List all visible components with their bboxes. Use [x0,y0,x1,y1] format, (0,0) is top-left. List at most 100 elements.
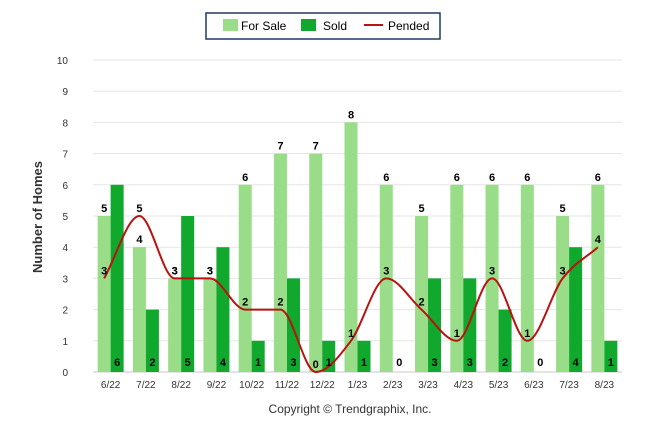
x-tick-label-7-23: 7/23 [559,380,579,391]
bar-for-sale-8-23 [591,184,605,372]
label-pended-5-23: 3 [489,265,495,277]
y-tick-label-8: 8 [62,118,68,129]
label-for-sale-4-23: 6 [454,172,460,184]
bar-for-sale-8-22 [168,278,182,372]
copyright-credit: Copyright © Trendgraphix, Inc. [269,402,432,416]
label-pended-6-23: 1 [524,328,530,340]
bar-for-sale-7-22 [132,247,146,372]
x-tick-label-3-23: 3/23 [418,380,438,391]
y-tick-label-1: 1 [62,337,68,348]
bar-sold-7-22 [145,309,159,372]
legend-label-pended: Pended [388,19,429,33]
y-tick-label-5: 5 [62,212,68,223]
bar-sold-8-23 [604,340,618,372]
x-tick-label-4-23: 4/23 [454,380,474,391]
label-pended-12-22: 0 [313,359,319,371]
x-tick-label-8-22: 8/22 [171,380,191,391]
bar-sold-7-23 [569,247,583,372]
bar-for-sale-4-23 [450,184,464,372]
label-pended-4-23: 1 [454,328,460,340]
y-tick-label-9: 9 [62,87,68,98]
label-for-sale-6-23: 6 [524,172,530,184]
label-for-sale-3-23: 5 [418,203,424,215]
y-tick-label-0: 0 [62,368,68,379]
label-for-sale-7-22: 4 [136,234,143,246]
x-tick-label-7-22: 7/22 [136,380,156,391]
label-for-sale-10-22: 6 [242,172,248,184]
label-sold-8-22: 5 [185,357,191,369]
x-tick-label-6-22: 6/22 [101,380,121,391]
label-pended-6-22: 3 [101,265,107,277]
label-for-sale-6-22: 5 [101,203,107,215]
x-axis: 6/22 7/22 8/22 9/22 10/22 11/22 12/22 1/23 2/23 3… [101,380,615,391]
bar-sold-9-22 [216,247,230,372]
legend-box [205,12,441,40]
bar-sold-4-23 [463,278,477,372]
legend-label-for-sale: For Sale [241,19,287,33]
y-tick-label-4: 4 [62,243,68,254]
x-tick-label-10-22: 10/22 [239,380,264,391]
y-tick-label-3: 3 [62,274,68,285]
y-tick-label-7: 7 [62,150,68,161]
label-sold-3-23: 3 [431,357,437,369]
bar-sold-1-23 [357,340,371,372]
bar-for-sale-6-23 [520,184,534,372]
x-tick-label-6-23: 6/23 [524,380,544,391]
y-tick-label-6: 6 [62,181,68,192]
label-pended-8-23: 4 [595,234,602,246]
label-sold-6-22: 6 [114,357,120,369]
label-sold-10-22: 1 [255,357,261,369]
bar-for-sale-6-22 [97,216,111,372]
label-sold-5-23: 2 [502,357,508,369]
bar-for-sale-12-22 [309,153,323,372]
label-sold-11-22: 3 [290,357,296,369]
label-pended-7-23: 3 [560,265,566,277]
label-sold-12-22: 1 [326,357,332,369]
label-pended-7-22: 5 [136,203,142,215]
label-sold-8-23: 1 [608,357,614,369]
x-tick-label-12-22: 12/22 [310,380,335,391]
label-pended-1-23: 1 [348,328,354,340]
label-for-sale-9-22: 3 [207,265,213,277]
label-pended-11-22: 2 [277,297,283,309]
x-tick-label-9-22: 9/22 [207,380,227,391]
y-axis-title: Number of Homes [30,161,45,273]
label-sold-7-23: 4 [573,357,580,369]
label-for-sale-5-23: 6 [489,172,495,184]
bar-for-sale-11-22 [273,153,287,372]
bar-sold-5-23 [498,309,512,372]
label-for-sale-12-22: 7 [313,141,319,153]
pended-line [103,214,599,374]
bar-for-sale-3-23 [415,216,429,372]
label-pended-3-23: 2 [418,297,424,309]
label-for-sale-8-23: 6 [595,172,601,184]
y-axis: 0 1 2 3 4 5 6 7 8 9 10 [57,56,69,379]
bar-sold-11-22 [286,278,300,372]
label-pended-10-22: 2 [242,297,248,309]
label-for-sale-11-22: 7 [277,141,283,153]
label-sold-7-22: 2 [149,357,155,369]
bar-for-sale-9-22 [203,278,217,372]
bar-for-sale-1-23 [344,122,358,373]
label-sold-4-23: 3 [467,357,473,369]
legend-swatch-for-sale [223,19,238,31]
pended-line-layer [103,214,599,374]
bar-sold-10-22 [251,340,265,372]
y-tick-label-2: 2 [62,306,68,317]
label-sold-1-23: 1 [361,357,367,369]
label-pended-9-22: 3 [207,265,213,277]
x-tick-label-2-23: 2/23 [383,380,403,391]
bar-for-sale-10-22 [238,184,252,372]
label-for-sale-8-22: 3 [172,265,178,277]
legend-label-sold: Sold [323,19,347,33]
x-tick-label-8-23: 8/23 [595,380,615,391]
label-for-sale-7-23: 5 [560,203,566,215]
bar-for-sale-7-23 [556,216,570,372]
label-for-sale-2-23: 6 [383,172,389,184]
bar-sold-6-22 [110,184,124,372]
label-sold-6-23: 0 [537,357,543,369]
x-tick-label-1-23: 1/23 [348,380,368,391]
y-tick-label-10: 10 [57,56,69,67]
